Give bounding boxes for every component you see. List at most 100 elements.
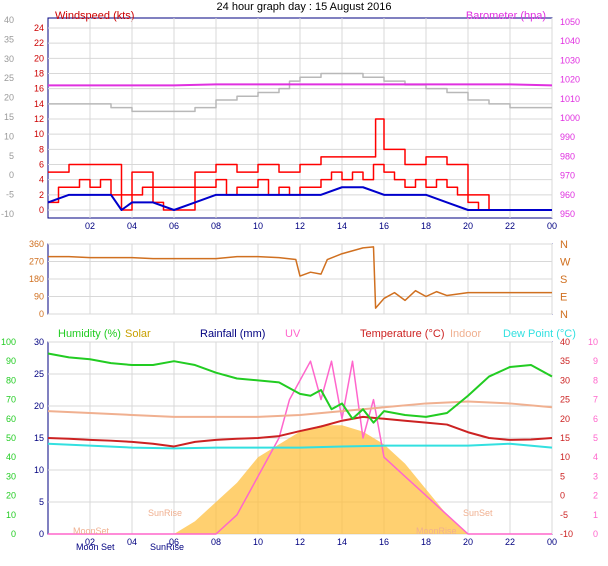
uv-tick: 0 [593,529,598,539]
barometer-tick: 960 [560,190,575,200]
outer-scale-tick: 25 [4,73,14,83]
temperature-tick: 15 [560,433,570,443]
direction-grid [48,243,553,315]
barometer-tick: 1030 [560,55,580,65]
wind-direction-line [48,246,552,309]
humidity-tick: 70 [6,395,16,405]
sunrise-label-bottom: SunRise [150,542,184,552]
x-tick-label: 04 [127,221,137,231]
barometer-line [48,83,553,87]
compass-tick: S [560,274,567,286]
graph-title: 24 hour graph day : 15 August 2016 [217,1,392,13]
outer-scale-tick: 20 [4,93,14,103]
sunrise-annotation: SunRise [148,508,182,518]
x-tick-label: 14 [337,221,347,231]
barometer-tick: 970 [560,171,575,181]
x-tick-label: 04 [127,537,137,547]
humidity-line [47,352,553,424]
outer-scale-tick: 40 [4,15,14,25]
humidity-tick: 30 [6,471,16,481]
wind-series [47,72,553,211]
outer-scale-tick: 35 [4,34,14,44]
barometer-tick: 980 [560,151,575,161]
x-tick-label: 10 [253,221,263,231]
x-tick-label: 10 [253,537,263,547]
x-tick-label: 00 [547,537,557,547]
windspeed-tick: 24 [34,23,44,33]
windspeed-tick: 20 [34,53,44,63]
outer-scale-tick: -5 [6,190,14,200]
windspeed-tick: 4 [39,175,44,185]
uv-tick: 5 [593,433,598,443]
humidity-tick: 0 [11,529,16,539]
uv-tick: 9 [593,356,598,366]
moonset-label-bottom: Moon Set [76,542,115,552]
uv-tick: 7 [593,395,598,405]
x-tick-label: 06 [169,537,179,547]
barometer-tick: 990 [560,132,575,142]
uv-label: UV [285,328,301,340]
uv-tick: 8 [593,375,598,385]
solar-area [48,425,552,534]
temperature-line [47,415,553,448]
temperature-tick: 0 [560,491,565,501]
temperature-ticks: 02 04 06 08 10 12 14 16 18 20 22 001009080706050403… [1,337,598,547]
x-tick-label: 22 [505,221,515,231]
direction-tick: 270 [29,257,44,267]
uv-line [48,360,552,535]
uv-tick: 2 [593,491,598,501]
outer-scale-tick: 10 [4,131,14,141]
outer-scale-tick: -10 [1,209,14,219]
temperature-tick: 20 [560,414,570,424]
windspeed-tick: 10 [34,129,44,139]
humidity-tick: 40 [6,452,16,462]
outer-scale-tick: 30 [4,54,14,64]
wind-ticks: 02 04 06 08 10 12 14 16 18 20 22 002422201816141210… [1,15,580,231]
uv-tick: 1 [593,510,598,520]
x-tick-label: 08 [211,221,221,231]
windspeed-tick: 18 [34,69,44,79]
indoor-line [47,400,553,418]
moonrise-annotation: MoonRise [416,526,457,536]
gust-line [48,118,552,211]
indoor-label: Indoor [450,328,482,340]
outer-scale-tick: 5 [9,151,14,161]
x-tick-label: 16 [379,537,389,547]
astro-annotations: MoonSet SunRise SunSet MoonRise Moon Set… [73,508,493,552]
x-tick-label: 14 [337,537,347,547]
outer-scale-tick: 0 [9,170,14,180]
average-wind-line [47,186,552,211]
direction-tick: 0 [39,309,44,319]
windspeed-tick: 22 [34,38,44,48]
humidity-tick: 80 [6,375,16,385]
windspeed-tick: 16 [34,84,44,94]
windspeed-axis-label: Windspeed (kts) [55,10,134,22]
x-tick-label: 16 [379,221,389,231]
solar-tick: 25 [34,369,44,379]
temperature-label: Temperature (°C) [360,328,444,340]
barometer-tick: 1000 [560,113,580,123]
humidity-tick: 90 [6,356,16,366]
x-tick-label: 02 [85,221,95,231]
x-tick-label: 22 [505,537,515,547]
windspeed-tick: 0 [39,205,44,215]
humidity-tick: 60 [6,414,16,424]
x-tick-label: 20 [463,537,473,547]
temperature-tick: 25 [560,395,570,405]
barometer-tick: 1010 [560,94,580,104]
uv-tick: 3 [593,471,598,481]
temperature-tick: 40 [560,337,570,347]
uv-tick: 4 [593,452,598,462]
humidity-tick: 10 [6,510,16,520]
solar-tick: 20 [34,401,44,411]
x-tick-label: 20 [463,221,473,231]
compass-tick: N [560,309,568,321]
windspeed-tick: 14 [34,99,44,109]
sunset-annotation: SunSet [463,508,493,518]
solar-tick: 30 [34,337,44,347]
temperature-series [47,352,553,535]
solar-tick: 0 [39,529,44,539]
dewpoint-label: Dew Point (°C) [503,328,576,340]
